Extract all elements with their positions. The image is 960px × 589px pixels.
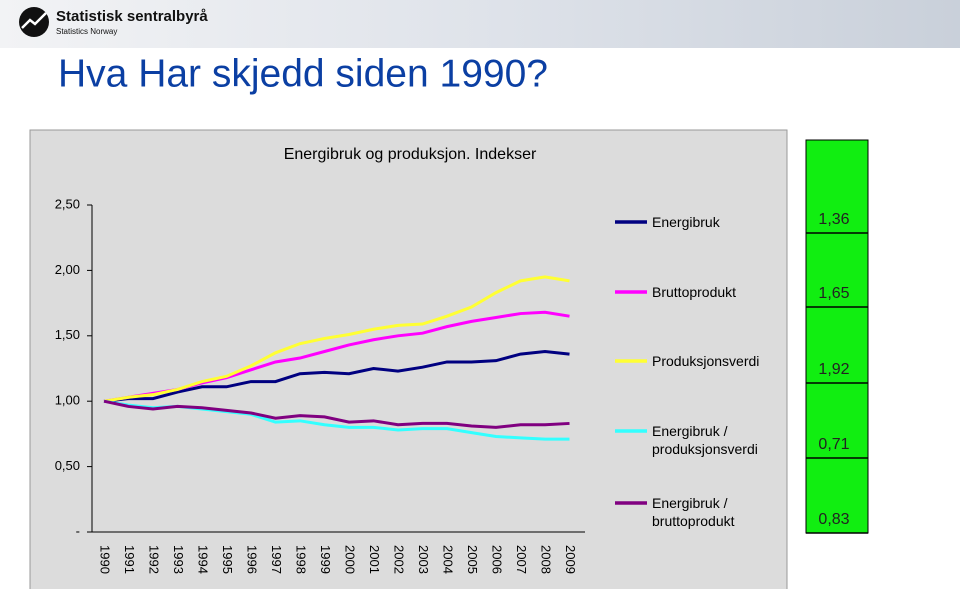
summary-value: 1,92 — [818, 361, 849, 378]
summary-box — [805, 139, 869, 534]
brand: Statistisk sentralbyrå — [56, 8, 208, 25]
y-tick-label: 1,00 — [55, 393, 80, 408]
y-tick-label: 2,00 — [55, 262, 80, 277]
legend-label: Produksjonsverdi — [652, 353, 760, 369]
x-tick-label: 1998 — [294, 545, 309, 574]
x-tick-label: 1999 — [318, 545, 333, 574]
x-tick-label: 2006 — [490, 545, 505, 574]
chart-title: Energibruk og produksjon. Indekser — [284, 146, 537, 163]
x-tick-label: 2007 — [514, 545, 529, 574]
x-tick-label: 1996 — [245, 545, 260, 574]
header-banner — [0, 0, 960, 48]
series-line — [103, 399, 570, 429]
x-tick-label: 1997 — [269, 545, 284, 574]
x-tick-label: 2009 — [563, 545, 578, 574]
brand-sub: Statistics Norway — [56, 27, 117, 36]
chart-panel — [29, 129, 788, 589]
summary-value: 0,71 — [818, 436, 849, 453]
x-tick-label: 2001 — [367, 545, 382, 574]
legend-label: Energibruk — [652, 214, 720, 230]
x-tick-label: 2008 — [539, 545, 554, 574]
x-tick-label: 2000 — [343, 545, 358, 574]
x-tick-label: 2003 — [416, 545, 431, 574]
x-tick-label: 2004 — [441, 545, 456, 574]
y-tick-label: 0,50 — [55, 458, 80, 473]
y-tick-label: 1,50 — [55, 327, 80, 342]
x-tick-label: 1994 — [196, 545, 211, 574]
logo-mark — [21, 12, 47, 29]
series-line — [103, 275, 570, 403]
legend-label: Energibruk / produksjonsverdi — [652, 423, 758, 457]
x-tick-label: 1992 — [147, 545, 162, 574]
legend-label: Bruttoprodukt — [652, 284, 737, 300]
x-tick-label: 1993 — [171, 545, 186, 574]
legend-label: Energibruk / bruttoprodukt — [652, 495, 735, 529]
series-line — [103, 349, 570, 403]
summary-value: 1,65 — [818, 285, 849, 302]
slide-title: Hva Har skjedd siden 1990? — [58, 52, 548, 95]
y-tick-label: - — [76, 523, 80, 538]
x-tick-label: 2005 — [465, 545, 480, 574]
x-tick-label: 1991 — [122, 545, 137, 574]
y-tick-label: 2,50 — [55, 196, 80, 211]
summary-value: 0,83 — [818, 511, 849, 528]
x-tick-label: 1995 — [220, 545, 235, 574]
x-tick-label: 2002 — [392, 545, 407, 574]
x-tick-label: 1990 — [98, 545, 113, 574]
summary-value: 1,36 — [818, 211, 849, 228]
